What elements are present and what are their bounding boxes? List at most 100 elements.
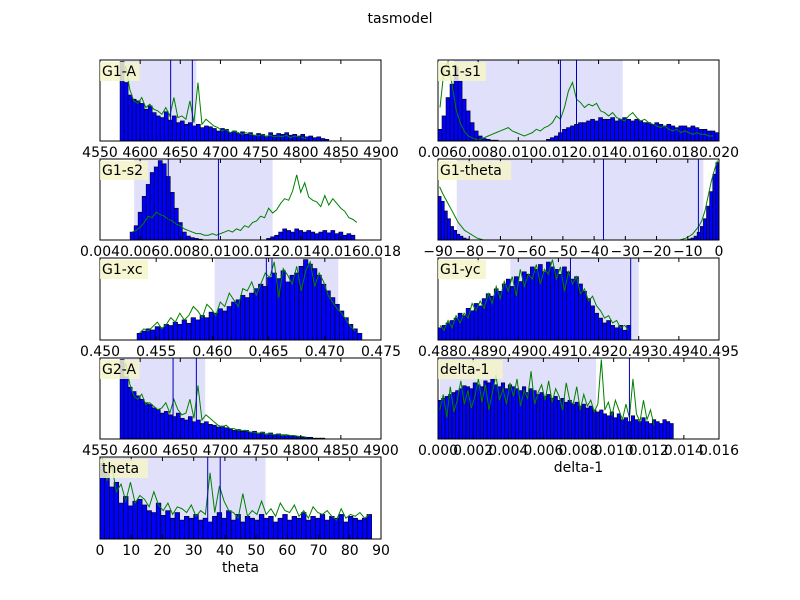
histogram-bar	[155, 409, 161, 439]
histogram-bar	[249, 517, 255, 539]
histogram-bar	[230, 519, 237, 539]
histogram-bar	[550, 266, 555, 340]
histogram-bar	[145, 184, 151, 240]
histogram-bar	[539, 392, 544, 439]
x-tick-label: 0.450	[80, 344, 120, 360]
histogram-bar	[682, 125, 688, 141]
histogram-bar	[228, 428, 233, 439]
histogram-bar	[127, 94, 133, 141]
histogram-bar	[302, 231, 308, 240]
x-tick-label: 0.016	[619, 145, 659, 161]
histogram-bar	[595, 411, 600, 439]
histogram-bar	[609, 411, 614, 439]
histogram-bar	[456, 233, 461, 240]
histogram-bar	[216, 130, 221, 141]
histogram-bar	[244, 297, 250, 340]
histogram-bar	[244, 134, 249, 141]
histogram-bar	[651, 419, 657, 439]
histogram-bar	[146, 510, 152, 539]
histogram-bar	[486, 382, 491, 439]
x-tick-label: −80	[454, 244, 484, 260]
histogram-bar	[330, 230, 336, 240]
panel-label-text: theta	[102, 461, 139, 477]
subplot-theta: 0 10 20 30 40 50 60 70 80 90 theta theta	[96, 456, 390, 576]
histogram-bar	[588, 405, 593, 439]
histogram-bar	[566, 271, 571, 340]
histogram-bar	[310, 516, 316, 539]
x-tick-label: 4650	[162, 145, 198, 161]
plot-area	[438, 358, 674, 439]
x-tick-label: 0.010	[498, 145, 538, 161]
histogram-bar	[712, 173, 717, 240]
x-tick-label: 0.016	[321, 244, 361, 260]
panel-label-background	[100, 62, 140, 81]
histogram-bar	[357, 519, 363, 539]
series-line	[131, 174, 358, 236]
x-tick-label: 90	[372, 543, 390, 559]
histogram-bar	[514, 388, 520, 439]
x-tick-label: 4850	[323, 145, 359, 161]
x-tick-label: 80	[341, 543, 359, 559]
histogram-bar	[221, 517, 227, 539]
panel-label: G1-theta	[438, 161, 512, 180]
histogram-bar	[553, 396, 558, 439]
histogram-bar	[457, 312, 463, 340]
histogram-bar	[638, 120, 644, 141]
histogram-bar	[280, 134, 285, 141]
histogram-bar	[232, 130, 237, 141]
histogram-bar	[208, 311, 214, 340]
x-tick-label: 0.455	[136, 344, 176, 360]
histogram-bar	[188, 416, 193, 439]
histogram-bar	[192, 125, 197, 141]
histogram-bar	[291, 516, 297, 539]
histogram-bar	[606, 415, 611, 439]
panel-label-background	[100, 161, 148, 180]
histogram-bar	[598, 317, 603, 340]
histogram-bar	[637, 421, 643, 439]
histogram-bar	[310, 231, 316, 240]
histogram-bar	[175, 412, 181, 439]
histogram-bar	[469, 388, 474, 439]
histogram-bar	[536, 394, 541, 439]
axes-frame	[99, 456, 382, 540]
histogram-bar	[290, 231, 295, 240]
histogram-bar	[445, 97, 451, 141]
x-tick-label: 60	[278, 543, 296, 559]
histogram-bar	[141, 196, 147, 240]
histogram-bar	[333, 517, 340, 539]
histogram-bar	[172, 321, 178, 340]
histogram-bar	[220, 425, 225, 439]
histogram-bar	[666, 421, 671, 439]
x-tick-label: −50	[548, 244, 578, 260]
histogram-bar	[322, 230, 328, 240]
x-tick-label: 0.010	[594, 443, 634, 459]
x-tick-label: 40	[216, 543, 234, 559]
x-tick-label: 0.494	[659, 344, 699, 360]
histogram-bar	[192, 421, 197, 439]
x-tick-label: 0	[715, 244, 724, 260]
panel-label-text: G1-A	[102, 64, 137, 80]
histogram-bar	[542, 271, 547, 340]
histogram-bar	[529, 388, 534, 439]
panel-label-text: G1-s2	[102, 163, 143, 179]
x-tick-label: 0.008	[558, 443, 598, 459]
histogram-bar	[457, 80, 463, 141]
histogram-bar	[706, 205, 710, 240]
histogram-bar	[294, 272, 300, 340]
histogram-bar	[574, 276, 579, 340]
histogram-bar	[630, 415, 636, 439]
histogram-bar	[346, 233, 352, 240]
histogram-bar	[213, 312, 219, 340]
x-tick-label: −60	[517, 244, 547, 260]
histogram-bar	[614, 327, 619, 340]
histogram-bar	[610, 117, 615, 141]
plot-area	[136, 258, 363, 340]
x-tick-label: 4750	[243, 145, 279, 161]
subplot-G1-theta: −90 −80 −70 −60 −50 −40 −30 −20 −10 0 G1-theta	[423, 158, 724, 260]
histogram-bar	[288, 435, 293, 439]
x-tick-label: 4650	[162, 443, 198, 459]
histogram-bar	[610, 325, 615, 340]
panel-label-background	[438, 161, 512, 180]
histogram-bar	[343, 521, 349, 539]
histogram-bar	[319, 514, 326, 539]
